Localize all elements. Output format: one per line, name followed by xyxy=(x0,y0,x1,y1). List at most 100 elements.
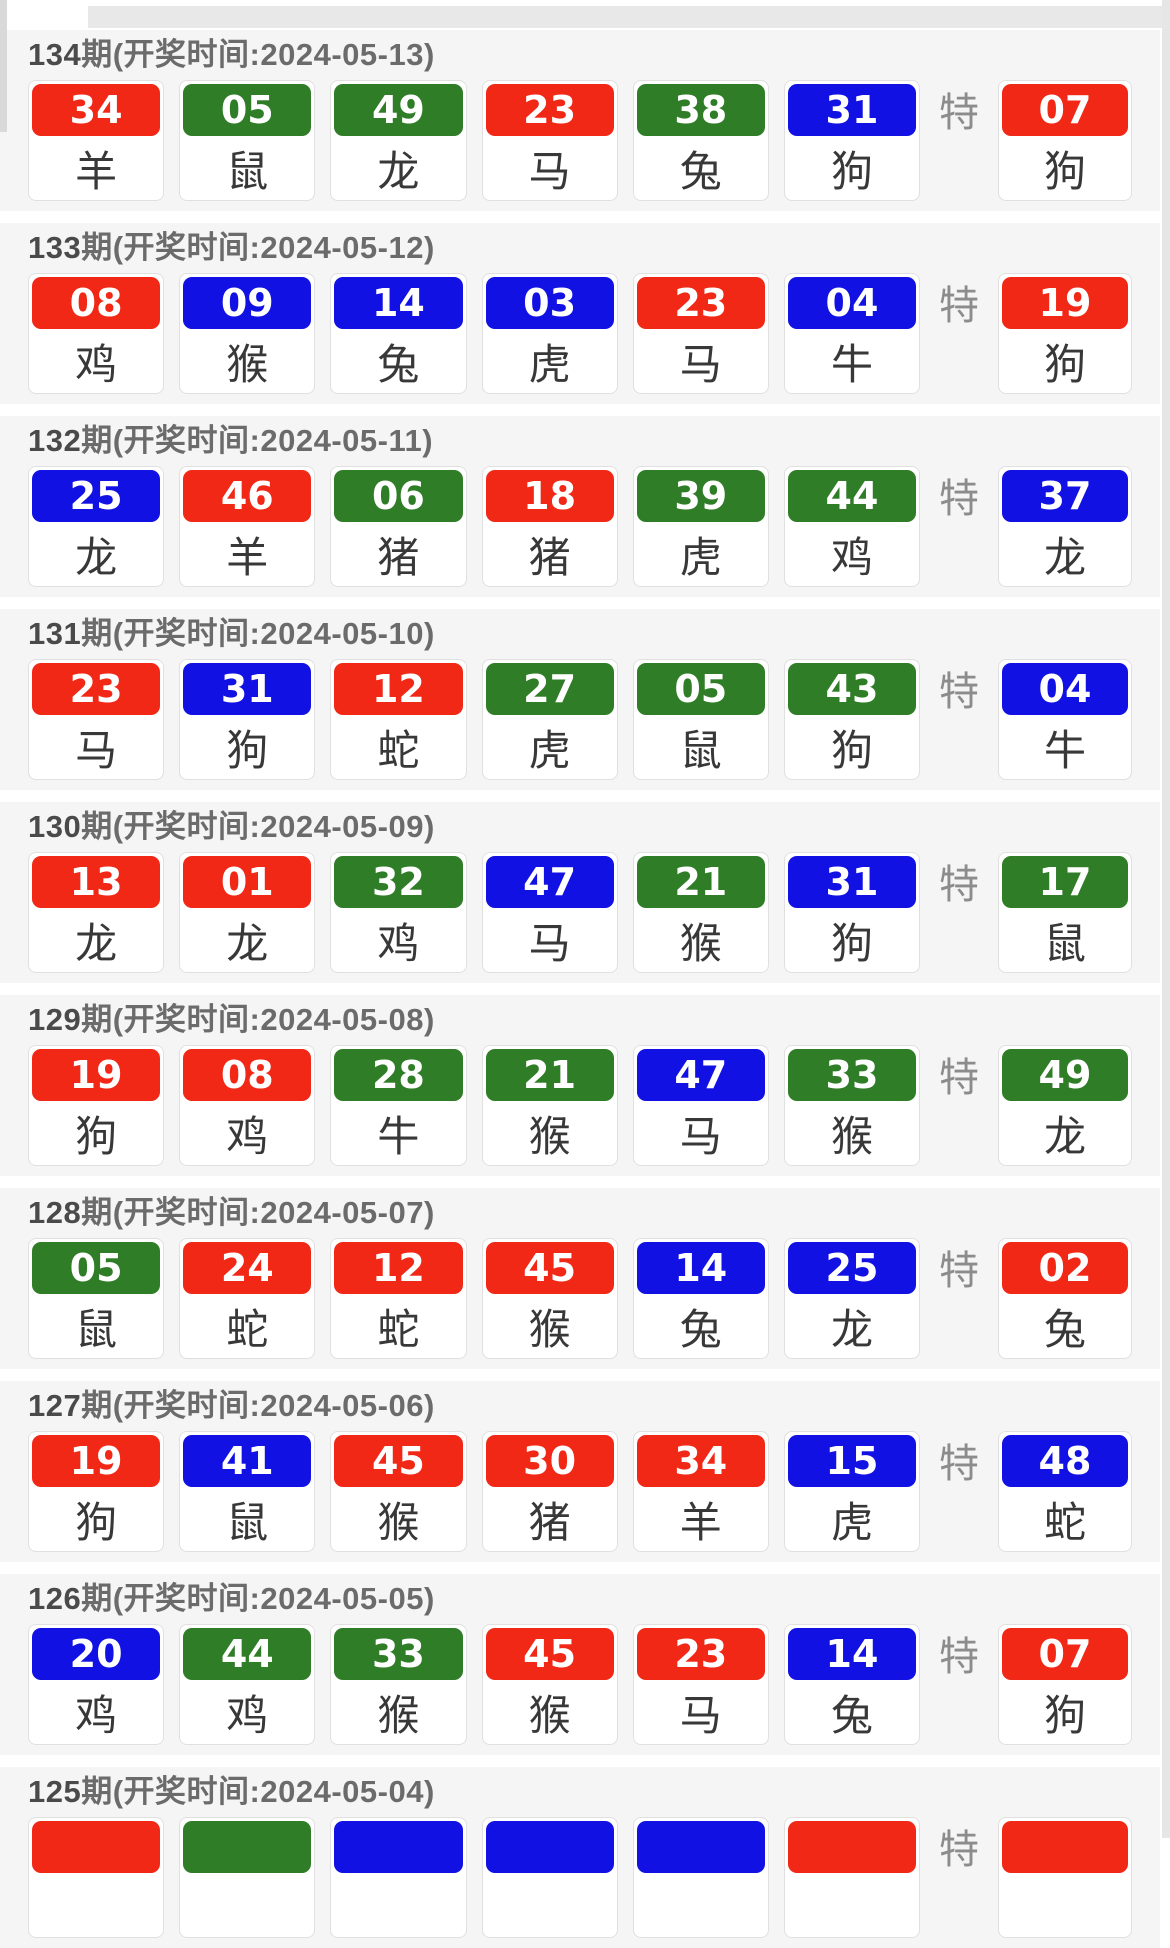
zodiac-label: 猴 xyxy=(679,919,722,967)
number-card: 31 狗 xyxy=(783,852,921,973)
zodiac-label: 蛇 xyxy=(377,726,420,774)
special-label: 特 xyxy=(939,670,979,714)
draw-result-block: 133期(开奖时间:2024-05-12) 08 鸡 09 猴 14 兔 03 … xyxy=(0,223,1160,404)
number-chip: 12 xyxy=(334,663,463,715)
number-chip xyxy=(485,1821,614,1873)
number-chip: 03 xyxy=(485,277,614,329)
numbers-row: 05 鼠 24 蛇 12 蛇 45 猴 14 兔 25 龙 特 02 兔 xyxy=(28,1238,1132,1359)
number-card: 04 牛 xyxy=(998,659,1132,780)
period-number: 131 xyxy=(28,616,82,651)
number-card: 01 龙 xyxy=(179,852,316,973)
zodiac-label: 鼠 xyxy=(75,1305,118,1353)
zodiac-label: 鼠 xyxy=(679,726,722,774)
zodiac-label: 猴 xyxy=(528,1691,571,1739)
zodiac-label: 狗 xyxy=(1043,340,1086,388)
numbers-row: 19 狗 08 鸡 28 牛 21 猴 47 马 33 猴 特 49 龙 xyxy=(28,1045,1132,1166)
draw-time-label: 期(开奖时间:2024-05-11) xyxy=(81,423,434,458)
number-chip: 05 xyxy=(183,84,312,136)
zodiac-label: 虎 xyxy=(528,340,571,388)
number-card: 34 羊 xyxy=(632,1431,769,1552)
number-chip: 07 xyxy=(1002,1628,1128,1680)
number-card: 43 狗 xyxy=(783,659,921,780)
zodiac-label: 兔 xyxy=(377,340,420,388)
special-number: 04 牛 xyxy=(998,659,1132,780)
number-chip: 44 xyxy=(183,1628,312,1680)
number-card: 07 狗 xyxy=(998,1624,1132,1745)
zodiac-label: 虎 xyxy=(528,726,571,774)
number-chip: 31 xyxy=(787,84,917,136)
scrollbar-track[interactable] xyxy=(1162,0,1170,1838)
number-chip: 19 xyxy=(32,1435,161,1487)
number-card: 14 兔 xyxy=(632,1238,769,1359)
period-number: 128 xyxy=(28,1195,82,1230)
number-chip: 02 xyxy=(1002,1242,1128,1294)
zodiac-label: 龙 xyxy=(75,919,118,967)
number-chip: 32 xyxy=(334,856,463,908)
zodiac-label: 牛 xyxy=(830,340,873,388)
main-numbers xyxy=(28,1817,921,1938)
separator-band xyxy=(88,6,1162,28)
number-chip: 21 xyxy=(485,1049,614,1101)
draw-result-block: 134期(开奖时间:2024-05-13) 34 羊 05 鼠 49 龙 23 … xyxy=(0,30,1160,211)
number-card xyxy=(783,1817,921,1938)
zodiac-label: 鼠 xyxy=(226,1498,269,1546)
special-number: 19 狗 xyxy=(998,273,1132,394)
number-card: 19 狗 xyxy=(28,1431,165,1552)
number-card: 25 龙 xyxy=(28,466,165,587)
number-chip: 33 xyxy=(334,1628,463,1680)
draw-result-block: 127期(开奖时间:2024-05-06) 19 狗 41 鼠 45 猴 30 … xyxy=(0,1381,1160,1562)
main-numbers: 19 狗 41 鼠 45 猴 30 猪 34 羊 15 虎 xyxy=(28,1431,921,1552)
number-card xyxy=(28,1817,165,1938)
main-numbers: 25 龙 46 羊 06 猪 18 猪 39 虎 44 鸡 xyxy=(28,466,921,587)
number-card: 33 猴 xyxy=(330,1624,467,1745)
zodiac-label: 牛 xyxy=(377,1112,420,1160)
special-label: 特 xyxy=(939,1249,979,1293)
zodiac-label xyxy=(334,1873,462,1937)
number-chip xyxy=(334,1821,463,1873)
number-card: 38 兔 xyxy=(632,80,769,201)
number-card: 41 鼠 xyxy=(179,1431,316,1552)
number-card: 02 兔 xyxy=(998,1238,1132,1359)
draw-header: 130期(开奖时间:2024-05-09) xyxy=(28,806,1132,848)
zodiac-label: 猴 xyxy=(528,1112,571,1160)
zodiac-label: 马 xyxy=(75,726,118,774)
draw-header: 133期(开奖时间:2024-05-12) xyxy=(28,227,1132,269)
zodiac-label xyxy=(788,1873,916,1937)
number-chip xyxy=(32,1821,161,1873)
zodiac-label: 马 xyxy=(528,147,571,195)
number-chip: 04 xyxy=(787,277,917,329)
number-chip: 01 xyxy=(183,856,312,908)
number-card: 19 狗 xyxy=(998,273,1132,394)
number-card: 05 鼠 xyxy=(632,659,769,780)
draw-result-block: 129期(开奖时间:2024-05-08) 19 狗 08 鸡 28 牛 21 … xyxy=(0,995,1160,1176)
draw-header: 125期(开奖时间:2024-05-04) xyxy=(28,1771,1132,1813)
number-card: 45 猴 xyxy=(481,1238,618,1359)
draw-header: 126期(开奖时间:2024-05-05) xyxy=(28,1578,1132,1620)
special-number: 48 蛇 xyxy=(998,1431,1132,1552)
number-chip: 47 xyxy=(485,856,614,908)
number-card: 39 虎 xyxy=(632,466,769,587)
zodiac-label: 虎 xyxy=(679,533,722,581)
number-card: 08 鸡 xyxy=(28,273,165,394)
number-chip: 13 xyxy=(32,856,161,908)
number-card xyxy=(998,1817,1132,1938)
number-card: 23 马 xyxy=(28,659,165,780)
number-card: 12 蛇 xyxy=(330,659,467,780)
number-card: 48 蛇 xyxy=(998,1431,1132,1552)
zodiac-label: 猪 xyxy=(528,1498,571,1546)
number-chip: 28 xyxy=(334,1049,463,1101)
number-chip: 37 xyxy=(1002,470,1128,522)
zodiac-label: 兔 xyxy=(679,147,722,195)
draw-time-label: 期(开奖时间:2024-05-12) xyxy=(81,230,435,265)
zodiac-label: 蛇 xyxy=(1043,1498,1086,1546)
draw-header: 128期(开奖时间:2024-05-07) xyxy=(28,1192,1132,1234)
number-card: 49 龙 xyxy=(330,80,467,201)
number-chip: 49 xyxy=(334,84,463,136)
number-card: 06 猪 xyxy=(330,466,467,587)
number-card: 23 马 xyxy=(481,80,618,201)
number-chip: 19 xyxy=(32,1049,161,1101)
zodiac-label: 龙 xyxy=(830,1305,873,1353)
number-card: 08 鸡 xyxy=(179,1045,316,1166)
draw-time-label: 期(开奖时间:2024-05-13) xyxy=(81,37,435,72)
